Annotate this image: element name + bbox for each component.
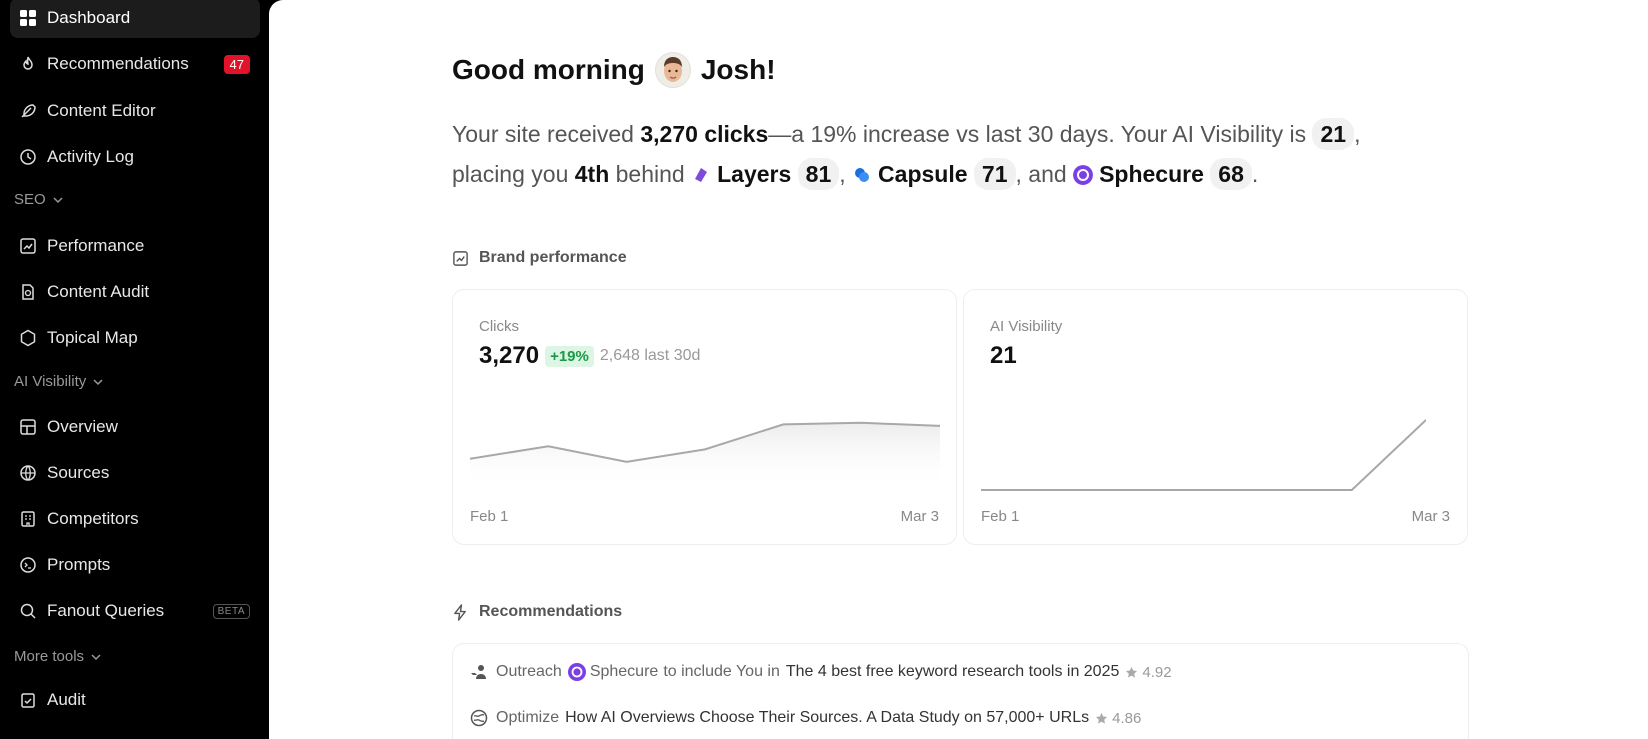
section-ai-visibility-header[interactable]: AI Visibility [14,373,104,390]
article-title: How AI Overviews Choose Their Sources. A… [565,709,1090,726]
competitor-score: 68 [1210,158,1252,190]
card-value: 21 [990,342,1017,369]
sidebar-item-label: Performance [47,236,145,255]
chart-icon [19,237,37,255]
sidebar-item-content-audit[interactable]: Content Audit [10,272,260,312]
sidebar-item-label: Activity Log [47,147,134,166]
recommendation-item[interactable]: Outreach Sphecure to include You in The … [470,660,1172,684]
clipboard-check-icon [19,691,37,709]
outreach-icon [471,665,486,679]
ai-visibility-chart [981,419,1426,491]
competitor-score: 81 [797,158,840,190]
grid-icon [19,9,37,27]
building-icon [19,510,37,528]
x-axis-start: Feb 1 [981,508,1020,525]
optimize-icon [470,709,488,727]
page-title: Good morning Josh! [452,52,776,88]
sphecure-logo-icon [1073,165,1094,185]
delta-badge: +19% [545,345,594,367]
globe-icon [19,464,37,482]
card-label: Clicks [479,318,519,335]
x-axis-end: Mar 3 [900,508,939,525]
section-more-tools-header[interactable]: More tools [14,648,102,665]
series-line [470,421,940,463]
sidebar-item-label: Prompts [47,555,111,574]
sphecure-logo-icon [567,663,586,681]
sidebar-item-label: Fanout Queries [47,601,165,620]
main-content: Good morning Josh! Your site received 3,… [269,0,1648,739]
recommendations-list: Outreach Sphecure to include You in The … [452,643,1469,739]
article-title: The 4 best free keyword research tools i… [785,663,1120,680]
sidebar-item-topical-map[interactable]: Topical Map [10,318,260,358]
clicks-chart [470,421,940,490]
table-icon [19,418,37,436]
chart-icon [453,250,468,266]
avatar [654,52,691,88]
sidebar-item-label: Topical Map [47,328,138,347]
brand-performance-heading: Brand performance [452,249,627,267]
chevron-down-icon [93,378,103,385]
series-line [981,419,1426,491]
star-icon [1126,666,1138,678]
star-icon [1096,712,1108,724]
sidebar-item-label: Competitors [47,509,139,528]
summary-text: Your site received 3,270 clicks—a 19% in… [452,114,1452,194]
recommendations-heading: Recommendations [452,603,622,621]
rank-highlight: 4th [574,161,610,187]
sidebar-item-label: Sources [47,463,110,482]
competitor-score: 71 [973,158,1016,190]
visibility-pill: 21 [1312,118,1355,150]
sidebar-item-competitors[interactable]: Competitors [10,499,260,539]
lightning-icon [454,603,466,621]
sidebar-item-label: Recommendations [47,54,189,73]
sidebar-item-recommendations[interactable]: Recommendations 47 [10,44,260,84]
hexagon-icon [19,329,37,347]
sidebar-item-label: Audit [47,690,86,709]
sidebar-item-fanout-queries[interactable]: Fanout Queries BETA [10,591,260,631]
chart-area [470,422,940,490]
sidebar-item-prompts[interactable]: Prompts [10,545,260,585]
ai-visibility-card[interactable]: AI Visibility 21 Feb 1 Mar 3 [963,289,1468,545]
memoji-icon [663,57,682,82]
sidebar-item-label: Dashboard [47,8,131,27]
clicks-highlight: 3,270 clicks [640,121,769,147]
sidebar-item-activity-log[interactable]: Activity Log [10,137,260,177]
terminal-icon [19,556,37,574]
competitor-layers[interactable]: Layers [691,161,791,187]
x-axis-end: Mar 3 [1411,508,1450,525]
chevron-down-icon [53,196,63,203]
previous-period: 2,648 last 30d [599,347,701,364]
sidebar: Dashboard Recommendations 47 Content Edi… [0,0,269,739]
sidebar-item-overview[interactable]: Overview [10,407,260,447]
clicks-card[interactable]: Clicks 3,270 +19% 2,648 last 30d Feb 1 M… [452,289,957,545]
score: 4.86 [1095,710,1141,727]
sidebar-item-performance[interactable]: Performance [10,226,260,266]
capsule-logo-icon [855,168,870,182]
chevron-down-icon [91,653,101,660]
sidebar-item-content-editor[interactable]: Content Editor [10,91,260,131]
competitor-capsule[interactable]: Capsule [852,161,968,187]
count-badge: 47 [223,54,250,74]
flame-icon [19,55,37,73]
sidebar-item-sources[interactable]: Sources [10,453,260,493]
card-value: 3,270 +19% 2,648 last 30d [479,342,701,369]
feather-icon [19,102,37,120]
file-search-icon [19,283,37,301]
card-label: AI Visibility [990,318,1063,335]
sidebar-item-dashboard[interactable]: Dashboard [10,0,260,38]
section-seo-header[interactable]: SEO [14,191,64,208]
beta-badge: BETA [212,603,250,619]
sidebar-item-audit[interactable]: Audit [10,680,260,720]
competitor-sphecure[interactable]: Sphecure [1073,161,1204,187]
sidebar-item-label: Overview [47,417,118,436]
sidebar-item-label: Content Audit [47,282,150,301]
recommendation-item[interactable]: Optimize How AI Overviews Choose Their S… [470,706,1141,730]
search-icon [19,602,37,620]
sidebar-item-label: Content Editor [47,101,156,120]
x-axis-start: Feb 1 [470,508,509,525]
clock-icon [19,148,37,166]
layers-logo-icon [695,168,708,182]
score: 4.92 [1125,664,1172,681]
